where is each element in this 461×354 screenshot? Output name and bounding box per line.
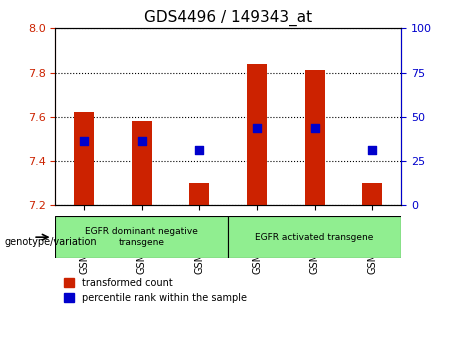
Bar [247, 64, 267, 205]
Point [138, 138, 146, 144]
Point [311, 125, 318, 131]
Bar [132, 121, 152, 205]
Text: EGFR dominant negative
transgene: EGFR dominant negative transgene [85, 228, 198, 247]
Legend: transformed count, percentile rank within the sample: transformed count, percentile rank withi… [60, 274, 250, 307]
Point [80, 138, 88, 144]
Point [254, 125, 261, 131]
Bar [189, 183, 209, 205]
Text: genotype/variation: genotype/variation [5, 238, 97, 247]
Point [195, 147, 203, 153]
Point [369, 147, 376, 153]
Text: EGFR activated transgene: EGFR activated transgene [255, 233, 374, 242]
Bar [362, 183, 382, 205]
FancyBboxPatch shape [55, 216, 228, 258]
Bar [74, 113, 94, 205]
FancyBboxPatch shape [228, 216, 401, 258]
Title: GDS4496 / 149343_at: GDS4496 / 149343_at [144, 9, 312, 25]
Bar [305, 70, 325, 205]
